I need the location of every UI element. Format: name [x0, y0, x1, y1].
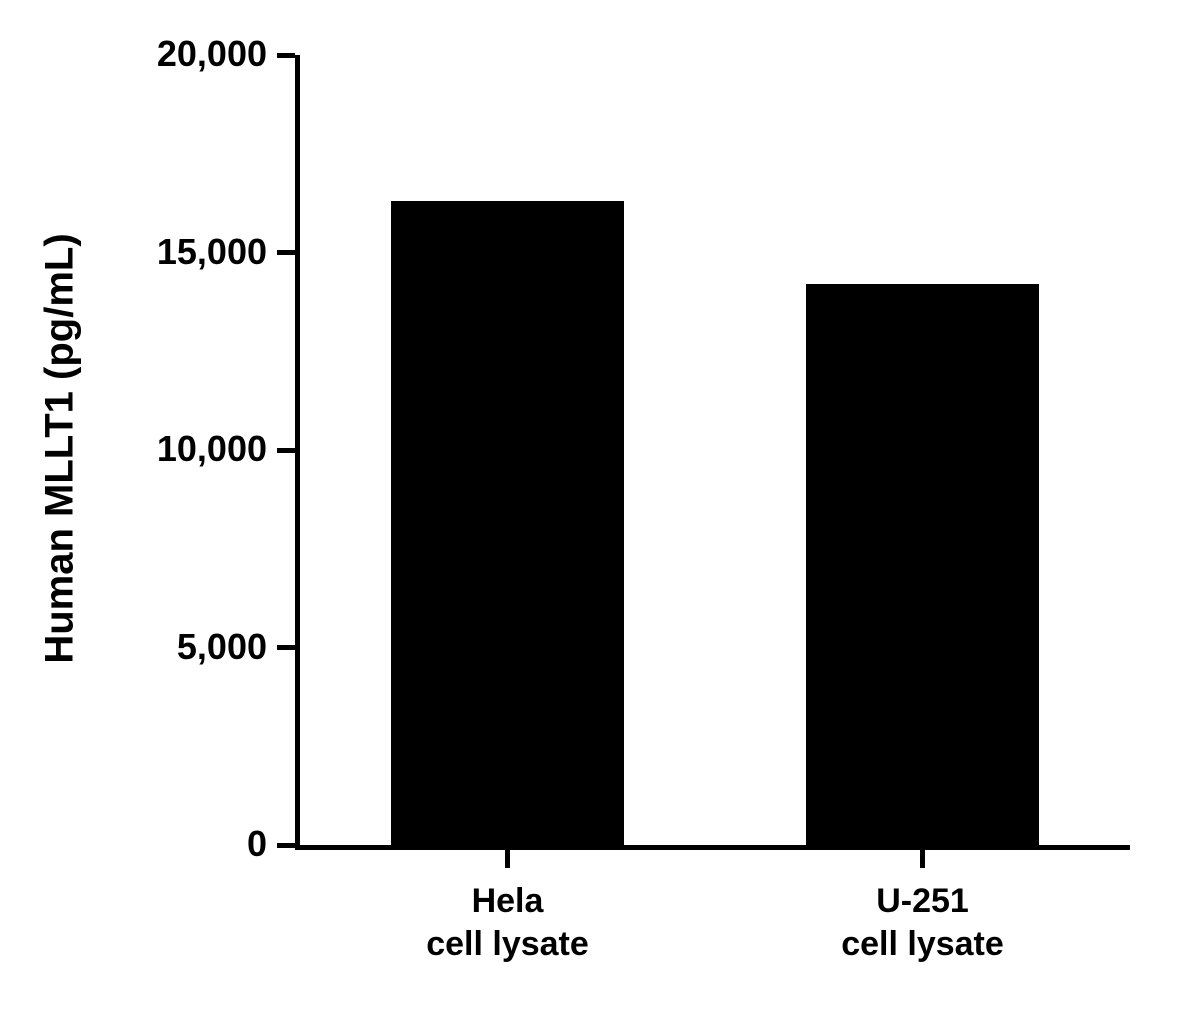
y-tick-label: 15,000	[67, 231, 267, 273]
y-tick	[277, 645, 295, 650]
bar-chart: Human MLLT1 (pg/mL) 05,00010,00015,00020…	[0, 0, 1203, 1014]
y-tick	[277, 53, 295, 58]
bar	[806, 284, 1038, 845]
x-tick	[505, 850, 510, 868]
y-tick	[277, 843, 295, 848]
x-tick-label: U-251 cell lysate	[715, 880, 1130, 965]
y-tick-label: 20,000	[67, 33, 267, 75]
x-axis-line	[295, 845, 1130, 850]
y-tick-label: 0	[67, 823, 267, 865]
x-tick-label: Hela cell lysate	[300, 880, 715, 965]
x-tick	[920, 850, 925, 868]
y-tick-label: 10,000	[67, 428, 267, 470]
y-tick	[277, 448, 295, 453]
bar	[391, 201, 623, 845]
y-tick-label: 5,000	[67, 626, 267, 668]
y-axis-line	[295, 55, 300, 850]
y-tick	[277, 250, 295, 255]
